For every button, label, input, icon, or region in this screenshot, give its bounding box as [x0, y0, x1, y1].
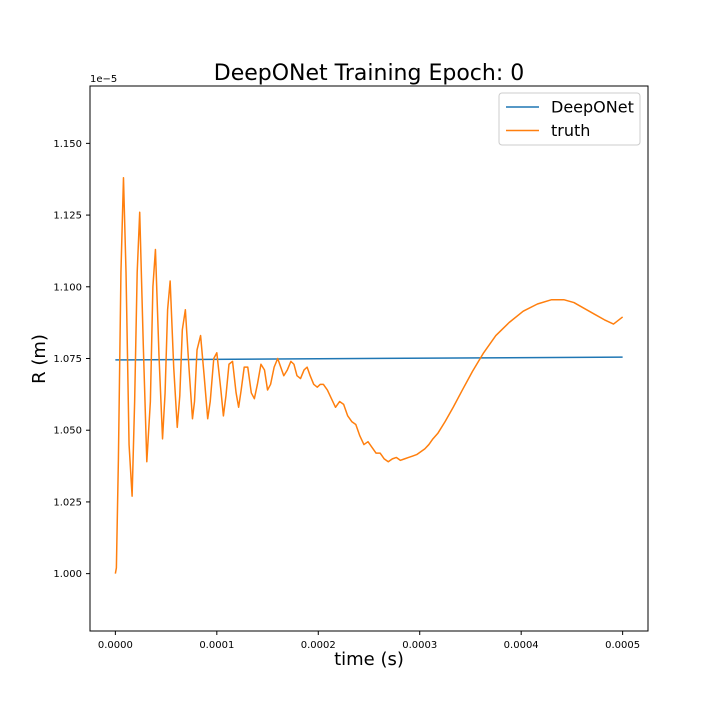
plot-frame	[89, 85, 649, 632]
y-tick-label: 1.150	[53, 139, 82, 150]
series-lines	[114, 177, 624, 574]
x-axis-label: time (s)	[334, 649, 404, 670]
y-tick-label: 1.075	[53, 354, 82, 365]
x-axis: 0.0000 0.0001 0.0002 0.0003 0.0004 0.0005	[98, 631, 640, 651]
x-tick-label: 0.0005	[605, 640, 640, 651]
series-line-truth	[114, 177, 624, 574]
y-tick-label: 1.025	[53, 497, 82, 508]
x-tick-label: 0.0002	[301, 640, 336, 651]
y-axis: 1.000 1.025 1.050 1.075 1.100 1.125 1.150	[53, 139, 90, 580]
y-tick-label: 1.100	[53, 282, 82, 293]
y-tick-label: 1.050	[53, 426, 82, 437]
legend-frame	[498, 92, 641, 146]
legend: DeepONet truth	[498, 92, 641, 146]
x-tick-label: 0.0003	[402, 640, 437, 651]
x-tick-label: 0.0004	[504, 640, 539, 651]
series-line-deeponet	[115, 356, 623, 361]
y-tick-label: 1.125	[53, 211, 82, 222]
y-offset-label: 1e−5	[90, 74, 117, 85]
x-tick-label: 0.0001	[199, 640, 234, 651]
y-axis-label: R (m)	[29, 334, 50, 384]
x-tick-label: 0.0000	[98, 640, 133, 651]
legend-label-truth: truth	[551, 121, 590, 140]
y-tick-label: 1.000	[53, 569, 82, 580]
chart-title: DeepONet Training Epoch: 0	[214, 61, 524, 86]
legend-label-deeponet: DeepONet	[551, 98, 634, 117]
